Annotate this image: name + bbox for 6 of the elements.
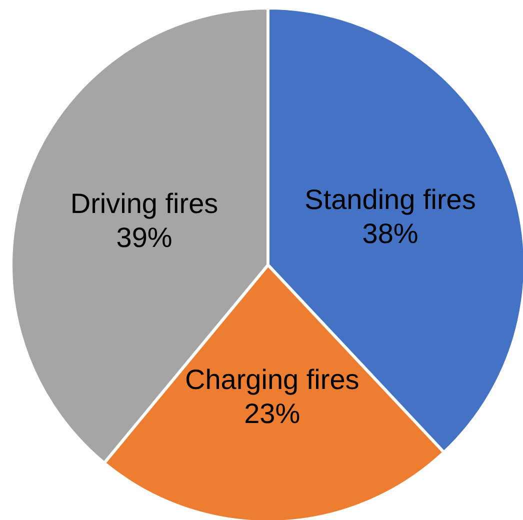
data-label: 38% [362,218,418,250]
slice-label: Charging fires [184,364,360,395]
slice-label: Standing fires [304,184,476,216]
data-label: 23% [244,398,300,429]
slice-label: Driving fires [70,188,218,219]
data-label: 39% [116,222,172,253]
